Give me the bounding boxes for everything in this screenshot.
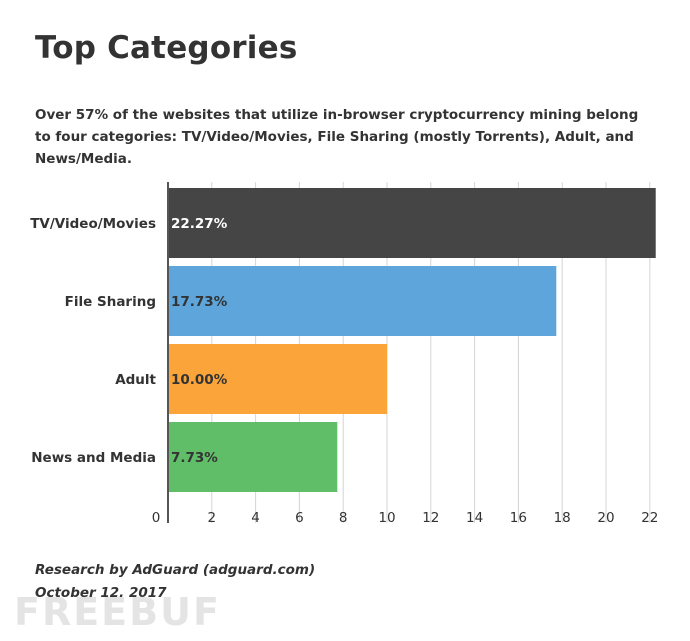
x-tick-label: 12 (422, 510, 439, 526)
research-credit: Research by AdGuard (adguard.com) (35, 562, 316, 578)
bar-value-label: 10.00% (171, 372, 228, 388)
x-tick-label: 2 (208, 510, 217, 526)
x-tick-label: 4 (251, 510, 260, 526)
bar-value-label: 22.27% (171, 216, 228, 232)
x-tick-label: 8 (339, 510, 348, 526)
x-tick-label: 22 (641, 510, 658, 526)
page-title: Top Categories (35, 30, 298, 66)
bar-value-label: 7.73% (171, 450, 218, 466)
x-tick-label: 20 (597, 510, 614, 526)
x-tick-label: 6 (295, 510, 304, 526)
x-tick-label: 16 (510, 510, 527, 526)
bar (168, 188, 656, 258)
bar-value-label: 17.73% (171, 294, 228, 310)
category-label: Adult (115, 372, 156, 388)
x-tick-label: 0 (152, 510, 161, 526)
category-label: File Sharing (65, 294, 156, 310)
bar (168, 422, 338, 492)
bar-chart: 22.27% TV/Video/Movies 17.73% File Sharing 1… (30, 182, 658, 526)
bar (168, 344, 387, 414)
x-tick-label: 14 (466, 510, 483, 526)
x-tick-label: 10 (378, 510, 395, 526)
bar (168, 266, 557, 336)
watermark-logo: FREEBUF (14, 590, 221, 634)
category-label: TV/Video/Movies (30, 216, 156, 232)
page-subtitle: Over 57% of the websites that utilize in… (35, 107, 639, 167)
category-label: News and Media (31, 450, 156, 466)
x-tick-label: 18 (554, 510, 571, 526)
publish-date: October 12, 2017 (35, 585, 167, 601)
